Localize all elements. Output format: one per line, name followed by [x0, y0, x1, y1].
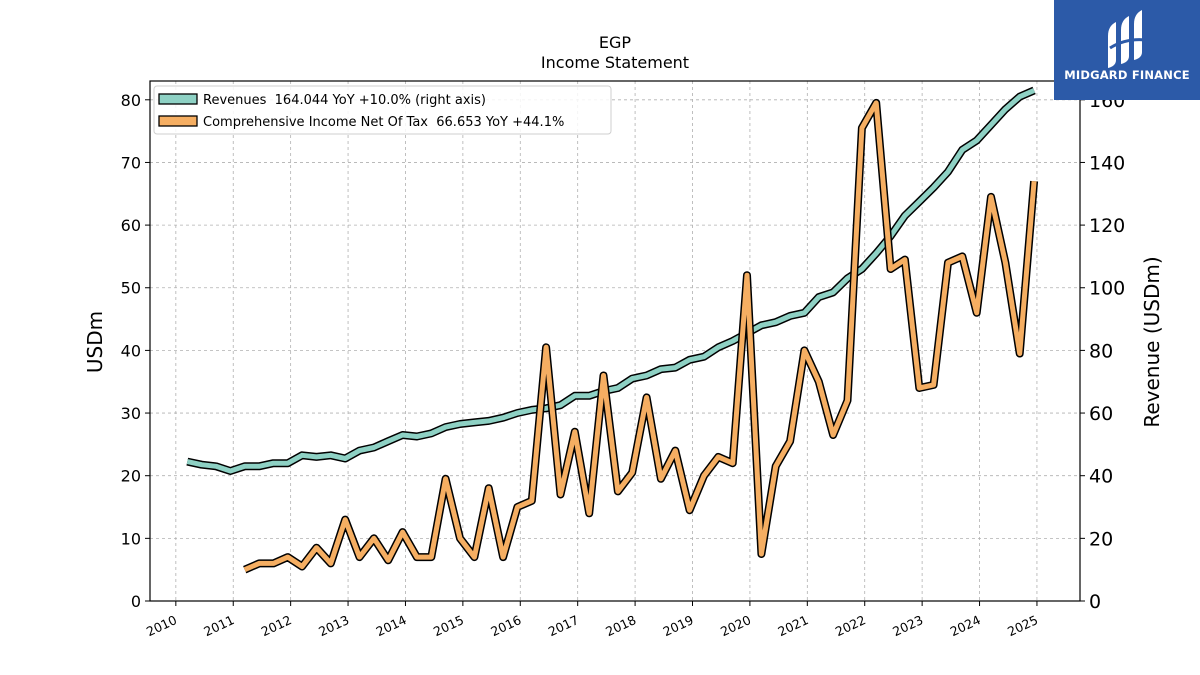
- y-tick-label-left: 50: [121, 279, 141, 298]
- x-tick-label: 2014: [374, 612, 409, 639]
- x-tick-label: 2013: [316, 612, 351, 639]
- x-tick-label: 2012: [259, 612, 294, 639]
- series-layer: [186, 86, 1039, 574]
- x-tick-label: 2011: [201, 612, 236, 639]
- legend-swatch-revenues: [158, 93, 198, 105]
- y-tick-label-left: 70: [121, 153, 141, 172]
- y-tick-label-left: 80: [121, 91, 141, 110]
- legend-frame: [153, 85, 612, 135]
- logo-text: MIDGARD FINANCE: [1064, 68, 1190, 82]
- y-tick-label-left: 0: [131, 592, 141, 611]
- y-tick-label-right: 20: [1089, 528, 1113, 550]
- y-tick-label-left: 10: [121, 529, 141, 548]
- x-tick-label: 2025: [1005, 612, 1040, 639]
- y-tick-label-right: 140: [1089, 152, 1125, 174]
- y-tick-label-right: 120: [1089, 215, 1125, 237]
- x-tick-label: 2023: [890, 612, 925, 639]
- x-tick-label: 2020: [718, 612, 753, 639]
- x-tick-label: 2015: [431, 612, 466, 639]
- midgard-finance-logo: MIDGARD FINANCE: [1054, 0, 1200, 100]
- y-tick-label-right: 0: [1089, 591, 1101, 613]
- x-tick-label: 2019: [661, 612, 696, 639]
- chart-subtitle: Income Statement: [541, 53, 689, 72]
- x-tick-label: 2017: [546, 612, 581, 639]
- axes-layer: 2010 2011 2012 2013 2014 2015 2016 2017 2018 2019…: [121, 90, 1126, 639]
- x-tick-label: 2024: [948, 612, 983, 639]
- x-tick-label: 2010: [144, 612, 179, 639]
- x-tick-label: 2016: [488, 612, 523, 639]
- y-tick-label-left: 20: [121, 467, 141, 486]
- plot-frame: [149, 80, 1081, 602]
- series-line-revenues: [186, 88, 1036, 474]
- y-tick-label-right: 40: [1089, 466, 1113, 488]
- x-tick-label: 2018: [603, 612, 638, 639]
- y-tick-label-right: 80: [1089, 340, 1113, 362]
- y-tick-label-left: 60: [121, 216, 141, 235]
- chart-title: EGP: [599, 33, 632, 52]
- y-tick-label-left: 30: [121, 404, 141, 423]
- x-tick-label: 2021: [775, 612, 810, 639]
- midgard-logo-icon: [1108, 10, 1147, 68]
- legend-label-revenues: Revenues 164.044 YoY +10.0% (right axis): [203, 93, 486, 108]
- series-line-income: [243, 100, 1037, 572]
- y-axis-label-left: USDm: [83, 311, 107, 373]
- y-tick-label-right: 100: [1089, 278, 1125, 300]
- legend-swatch-income: [158, 115, 198, 127]
- legend: Revenues 164.044 YoY +10.0% (right axis)…: [153, 85, 612, 135]
- y-tick-label-left: 40: [121, 341, 141, 360]
- y-tick-label-right: 60: [1089, 403, 1113, 425]
- y-axis-label-right: Revenue (USDm): [1140, 256, 1164, 427]
- x-tick-label: 2022: [833, 612, 868, 639]
- legend-label-income: Comprehensive Income Net Of Tax 66.653 Y…: [203, 115, 564, 130]
